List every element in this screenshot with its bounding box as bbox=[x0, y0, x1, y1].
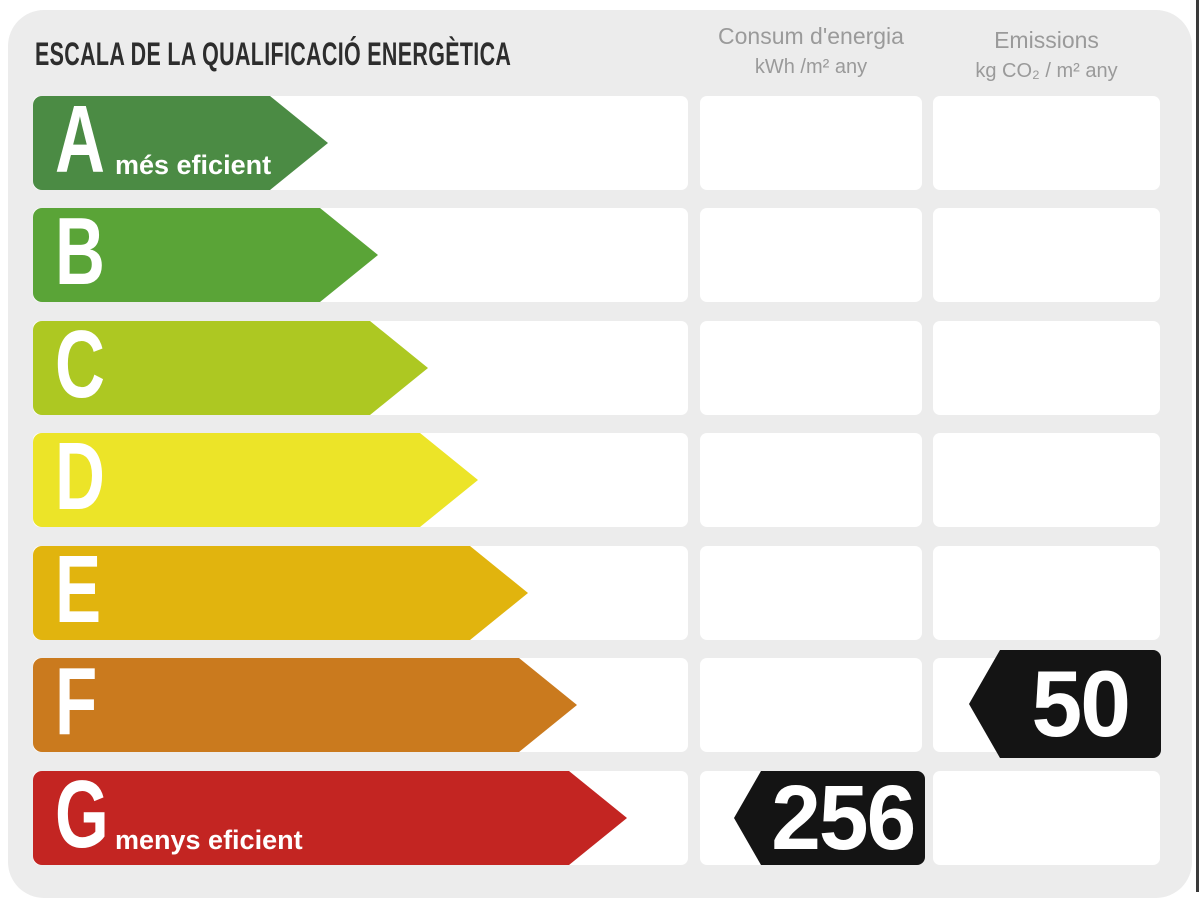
rating-arrow-body: G menys eficient bbox=[33, 767, 569, 865]
value-arrow-notch bbox=[969, 650, 1000, 758]
rating-letter: G bbox=[55, 761, 109, 869]
consum-value: 256 bbox=[771, 767, 916, 869]
rating-sublabel: més eficient bbox=[115, 150, 272, 180]
rating-arrow-tip bbox=[370, 321, 428, 415]
rating-arrow: F bbox=[33, 654, 577, 752]
emissions-cell bbox=[933, 433, 1160, 527]
rating-arrow: E bbox=[33, 542, 528, 640]
page-title: ESCALA DE LA QUALIFICACIÓ ENERGÈTICA bbox=[35, 36, 512, 72]
emissions-cell bbox=[933, 546, 1160, 640]
consum-cell bbox=[700, 546, 922, 640]
consum-column-label: Consum d'energia bbox=[718, 23, 904, 49]
rating-row-d: D bbox=[33, 429, 1193, 527]
emissions-column-header: Emissions kg CO₂ / m² any bbox=[921, 24, 1172, 86]
consum-cell bbox=[700, 658, 922, 752]
emissions-cell bbox=[933, 771, 1160, 865]
screen-edge-artifact bbox=[1196, 0, 1199, 892]
consum-value-arrow: 256 bbox=[734, 771, 925, 865]
emissions-column-unit: kg CO₂ / m² any bbox=[975, 60, 1118, 82]
value-arrow-notch bbox=[734, 771, 761, 865]
rating-row-b: B bbox=[33, 204, 1193, 302]
rating-arrow-body: E bbox=[33, 542, 470, 640]
consum-cell bbox=[700, 433, 922, 527]
emissions-cell bbox=[933, 208, 1160, 302]
rating-arrow: D bbox=[33, 429, 478, 527]
rating-arrow-body: F bbox=[33, 654, 519, 752]
emissions-column-label: Emissions bbox=[994, 27, 1099, 53]
rating-letter: D bbox=[55, 423, 105, 531]
consum-column-header: Consum d'energia kWh /m² any bbox=[688, 20, 934, 82]
rating-arrow-tip bbox=[320, 208, 378, 302]
rating-row-g: G menys eficient bbox=[33, 767, 1193, 865]
rating-row-e: E bbox=[33, 542, 1193, 640]
rating-letter: B bbox=[55, 198, 105, 306]
consum-cell bbox=[700, 96, 922, 190]
consum-column-unit: kWh /m² any bbox=[754, 56, 868, 78]
rating-letter: A bbox=[55, 86, 105, 194]
rating-arrow-body: B bbox=[33, 204, 320, 302]
emissions-cell bbox=[933, 321, 1160, 415]
rating-arrow-body: D bbox=[33, 429, 420, 527]
rating-row-c: C bbox=[33, 317, 1193, 415]
emissions-value-arrow: 50 bbox=[969, 650, 1161, 758]
rating-arrow-body: C bbox=[33, 317, 370, 415]
emissions-value-body: 50 bbox=[1000, 650, 1161, 758]
rating-arrow-tip bbox=[569, 771, 627, 865]
consum-cell bbox=[700, 321, 922, 415]
rating-sublabel: menys eficient bbox=[115, 825, 303, 855]
emissions-cell bbox=[933, 96, 1160, 190]
rating-arrow: G menys eficient bbox=[33, 767, 627, 865]
rating-arrow-tip bbox=[420, 433, 478, 527]
emissions-value: 50 bbox=[1031, 651, 1131, 756]
rating-arrow-tip bbox=[270, 96, 328, 190]
rating-arrow-tip bbox=[519, 658, 577, 752]
rating-letter: F bbox=[55, 648, 98, 756]
rating-arrow-body: A més eficient bbox=[33, 92, 272, 190]
rating-arrow: A més eficient bbox=[33, 92, 328, 190]
rating-row-a: A més eficient bbox=[33, 92, 1193, 190]
rating-arrow-tip bbox=[470, 546, 528, 640]
consum-value-body: 256 bbox=[761, 771, 925, 865]
rating-letter: E bbox=[55, 536, 102, 644]
rating-arrow: B bbox=[33, 204, 378, 302]
rating-arrow: C bbox=[33, 317, 428, 415]
consum-cell bbox=[700, 208, 922, 302]
rating-letter: C bbox=[55, 311, 105, 419]
